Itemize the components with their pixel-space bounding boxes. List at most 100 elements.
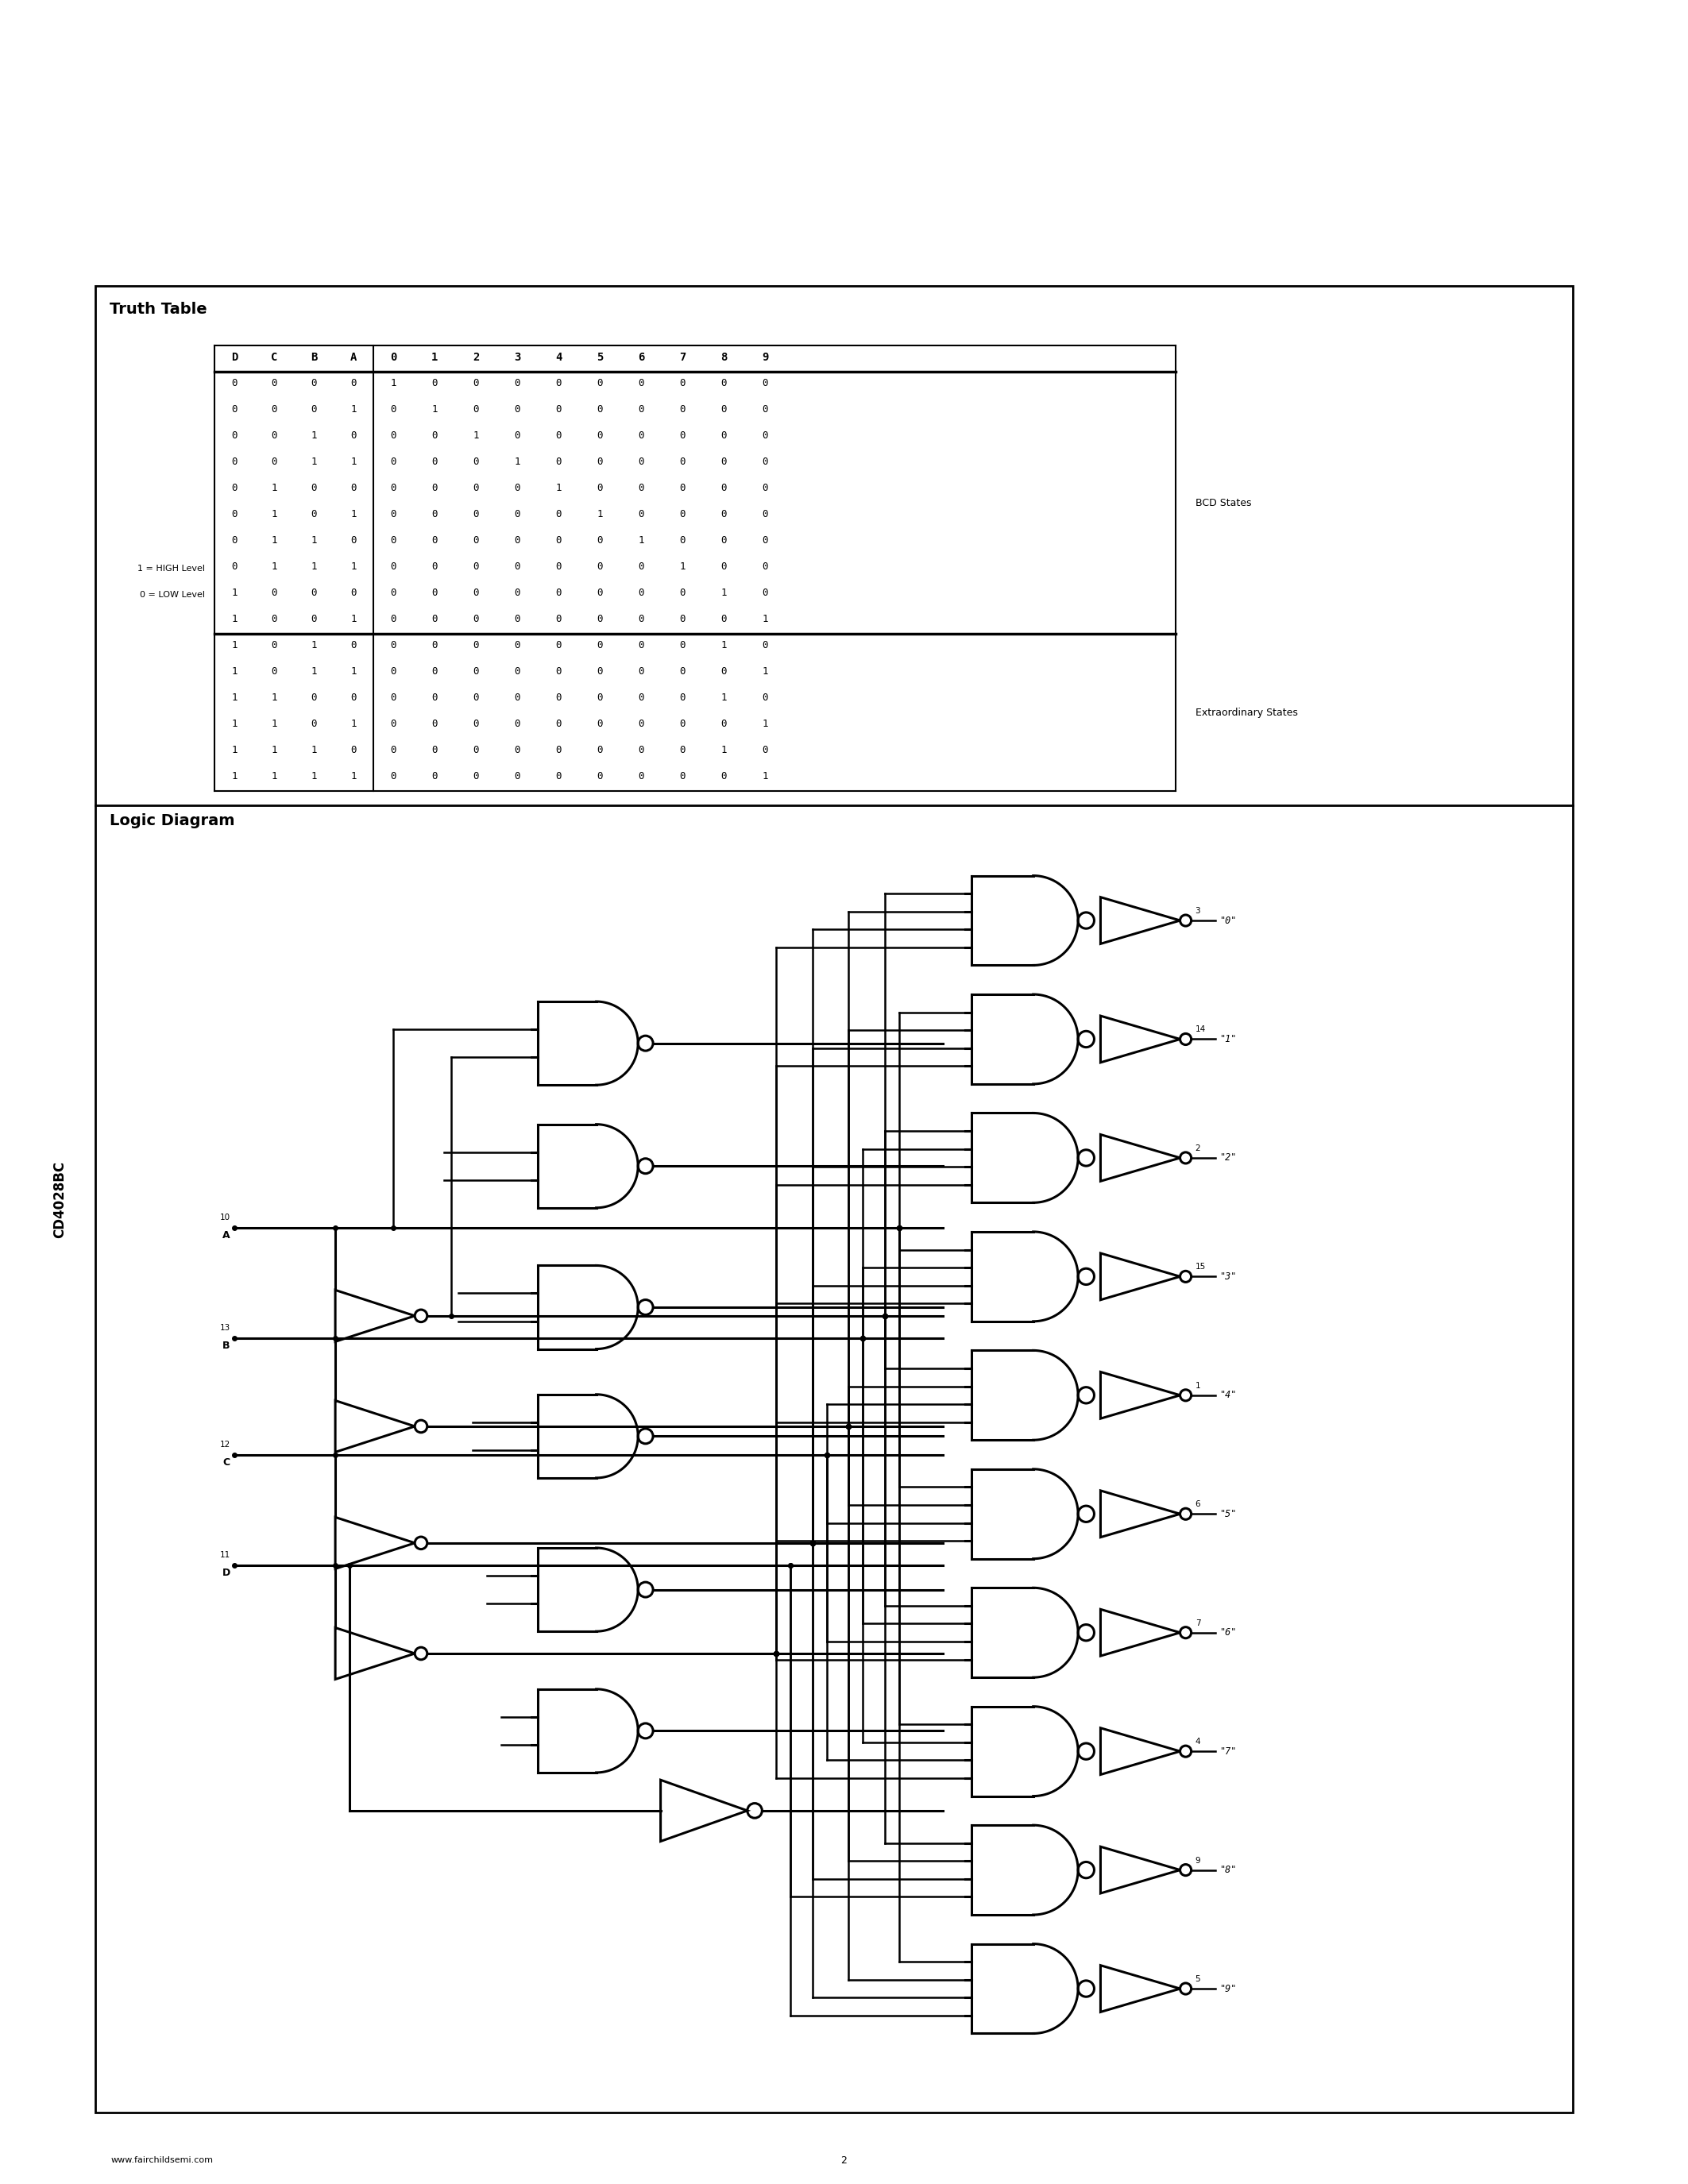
Text: 0: 0 — [390, 614, 397, 625]
Text: "7": "7" — [1219, 1747, 1236, 1756]
Text: 0: 0 — [351, 745, 356, 756]
Text: 0: 0 — [351, 587, 356, 598]
Text: 9: 9 — [1195, 1856, 1200, 1865]
Text: 0: 0 — [515, 587, 520, 598]
Text: 0: 0 — [598, 614, 603, 625]
Text: 0: 0 — [598, 378, 603, 389]
Text: 1: 1 — [761, 666, 768, 677]
Text: D: D — [223, 1568, 230, 1577]
Text: 1: 1 — [351, 456, 356, 467]
Text: 0: 0 — [272, 456, 277, 467]
Text: 1: 1 — [311, 745, 317, 756]
Text: 1: 1 — [1195, 1382, 1200, 1389]
Text: 1: 1 — [432, 404, 437, 415]
Text: B: B — [311, 352, 317, 363]
Text: 1: 1 — [598, 509, 603, 520]
Text: 0: 0 — [638, 692, 645, 703]
Text: 1: 1 — [761, 771, 768, 782]
Text: 14: 14 — [1195, 1026, 1205, 1033]
Text: 0: 0 — [311, 719, 317, 729]
Text: 1: 1 — [515, 456, 520, 467]
Text: 1: 1 — [351, 561, 356, 572]
Text: 1: 1 — [473, 430, 479, 441]
Text: 0: 0 — [761, 745, 768, 756]
Text: 0: 0 — [679, 378, 685, 389]
Text: 0: 0 — [679, 430, 685, 441]
Text: 0: 0 — [679, 640, 685, 651]
Text: 1: 1 — [311, 430, 317, 441]
Text: 0: 0 — [761, 561, 768, 572]
Text: 9: 9 — [761, 352, 768, 363]
Text: 1: 1 — [761, 614, 768, 625]
Text: 0: 0 — [351, 483, 356, 494]
Text: 0: 0 — [351, 640, 356, 651]
Text: 0: 0 — [638, 483, 645, 494]
Text: 0: 0 — [473, 535, 479, 546]
Text: 0: 0 — [638, 378, 645, 389]
Text: 0: 0 — [473, 456, 479, 467]
Text: 0: 0 — [721, 666, 726, 677]
Text: 0: 0 — [598, 456, 603, 467]
Text: 0: 0 — [432, 483, 437, 494]
Text: "8": "8" — [1219, 1865, 1236, 1876]
Text: 0: 0 — [432, 745, 437, 756]
Text: 0: 0 — [515, 404, 520, 415]
Text: 0: 0 — [432, 561, 437, 572]
Text: 1: 1 — [272, 561, 277, 572]
Text: 0: 0 — [555, 456, 562, 467]
Text: 0: 0 — [761, 535, 768, 546]
Text: C: C — [223, 1457, 230, 1468]
Text: 1: 1 — [272, 692, 277, 703]
Text: 0: 0 — [761, 640, 768, 651]
Text: "2": "2" — [1219, 1153, 1236, 1164]
Text: 0: 0 — [311, 614, 317, 625]
Text: 0: 0 — [473, 509, 479, 520]
Text: 3: 3 — [1195, 906, 1200, 915]
Text: 0: 0 — [721, 378, 726, 389]
Text: 11: 11 — [219, 1551, 230, 1559]
Text: 0: 0 — [721, 483, 726, 494]
Text: 0: 0 — [679, 587, 685, 598]
Text: "6": "6" — [1219, 1627, 1236, 1638]
Text: 1: 1 — [231, 771, 238, 782]
Text: 0: 0 — [515, 535, 520, 546]
Text: 0: 0 — [515, 614, 520, 625]
Text: 1: 1 — [555, 483, 562, 494]
Text: 0: 0 — [761, 483, 768, 494]
Text: 0: 0 — [231, 509, 238, 520]
Text: 0: 0 — [598, 745, 603, 756]
Text: 8: 8 — [721, 352, 728, 363]
Text: 1: 1 — [231, 745, 238, 756]
Text: 0: 0 — [390, 483, 397, 494]
Text: 0: 0 — [638, 771, 645, 782]
Text: 4: 4 — [555, 352, 562, 363]
Text: 0: 0 — [272, 666, 277, 677]
Text: 0: 0 — [555, 378, 562, 389]
Text: 0: 0 — [515, 745, 520, 756]
Text: 0: 0 — [555, 587, 562, 598]
Text: Truth Table: Truth Table — [110, 301, 208, 317]
Text: 0: 0 — [473, 692, 479, 703]
Text: 0: 0 — [231, 456, 238, 467]
Text: 0: 0 — [390, 692, 397, 703]
Text: 0: 0 — [272, 614, 277, 625]
Text: 1: 1 — [721, 640, 726, 651]
Text: "1": "1" — [1219, 1033, 1236, 1044]
Text: 0: 0 — [679, 771, 685, 782]
Text: 0: 0 — [390, 430, 397, 441]
Text: 1: 1 — [272, 509, 277, 520]
Text: 0: 0 — [390, 352, 397, 363]
Text: 0: 0 — [679, 745, 685, 756]
Text: 0: 0 — [473, 719, 479, 729]
Text: 0: 0 — [272, 430, 277, 441]
Text: 0: 0 — [390, 666, 397, 677]
Text: 0: 0 — [679, 483, 685, 494]
Text: 1: 1 — [311, 456, 317, 467]
Text: 1: 1 — [231, 587, 238, 598]
Text: 10: 10 — [219, 1212, 230, 1221]
Text: 0: 0 — [638, 745, 645, 756]
Text: 1: 1 — [351, 404, 356, 415]
Text: 1: 1 — [351, 666, 356, 677]
Text: 0: 0 — [598, 719, 603, 729]
Text: 0: 0 — [432, 587, 437, 598]
